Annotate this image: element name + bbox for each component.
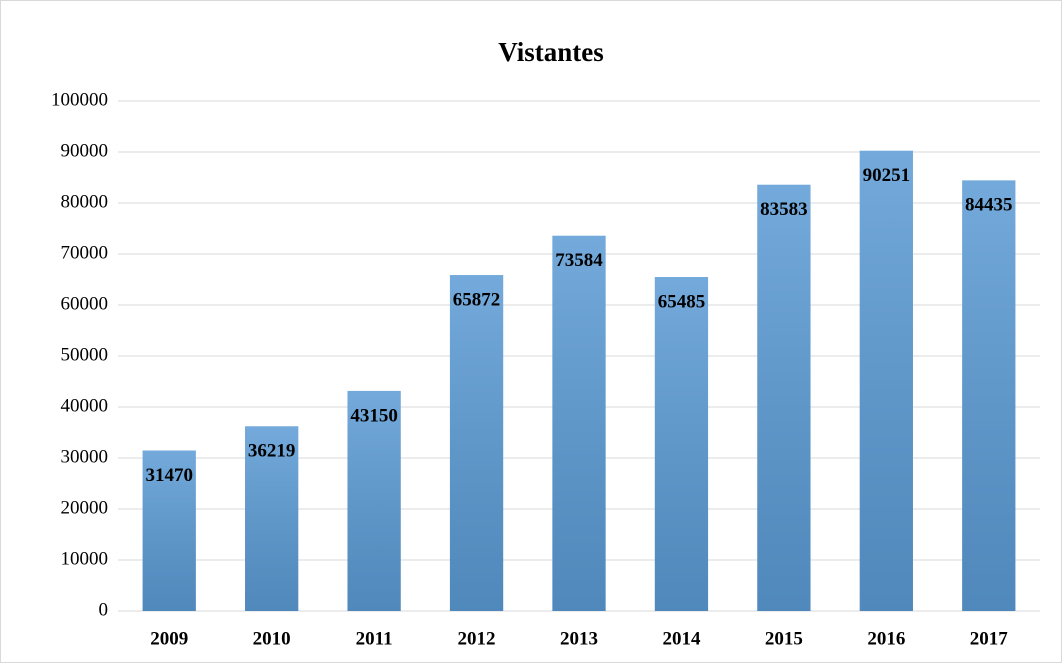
bar-shade bbox=[449, 275, 504, 611]
x-tick-label: 2010 bbox=[253, 628, 291, 649]
y-tick-label: 60000 bbox=[61, 293, 109, 314]
y-tick-label: 100000 bbox=[51, 89, 108, 110]
y-tick-label: 90000 bbox=[61, 140, 109, 161]
bar-shade bbox=[654, 277, 709, 611]
x-tick-label: 2009 bbox=[150, 628, 188, 649]
y-tick-label: 0 bbox=[99, 599, 109, 620]
x-tick-label: 2017 bbox=[970, 628, 1009, 649]
data-label: 31470 bbox=[145, 465, 193, 486]
data-label: 84435 bbox=[965, 195, 1013, 216]
data-label: 83583 bbox=[760, 199, 808, 220]
y-tick-label: 80000 bbox=[61, 191, 109, 212]
data-label: 90251 bbox=[863, 165, 911, 186]
bar-shade bbox=[859, 150, 913, 611]
y-tick-label: 70000 bbox=[61, 242, 109, 263]
x-tick-label: 2013 bbox=[560, 628, 598, 649]
y-tick-label: 30000 bbox=[61, 446, 109, 467]
x-tick-label: 2011 bbox=[356, 628, 393, 649]
x-tick-label: 2014 bbox=[662, 628, 701, 649]
data-label: 65485 bbox=[658, 291, 706, 312]
x-tick-label: 2012 bbox=[458, 628, 496, 649]
data-label: 43150 bbox=[350, 405, 398, 426]
data-label: 65872 bbox=[453, 289, 501, 310]
data-label: 73584 bbox=[555, 250, 603, 271]
y-tick-label: 40000 bbox=[61, 395, 109, 416]
bar-shade bbox=[962, 180, 1016, 611]
data-label: 36219 bbox=[248, 441, 296, 462]
y-tick-label: 50000 bbox=[61, 344, 109, 365]
bar-shade bbox=[245, 426, 299, 611]
bar-shade bbox=[347, 390, 401, 611]
bar-shade bbox=[757, 184, 811, 612]
y-tick-label: 10000 bbox=[61, 548, 109, 569]
y-tick-label: 20000 bbox=[61, 497, 109, 518]
chart-title: Vistantes bbox=[498, 37, 604, 67]
x-tick-label: 2016 bbox=[867, 628, 905, 649]
bar-shade bbox=[142, 450, 196, 611]
x-tick-label: 2015 bbox=[765, 628, 803, 649]
bar-shade bbox=[552, 235, 606, 611]
